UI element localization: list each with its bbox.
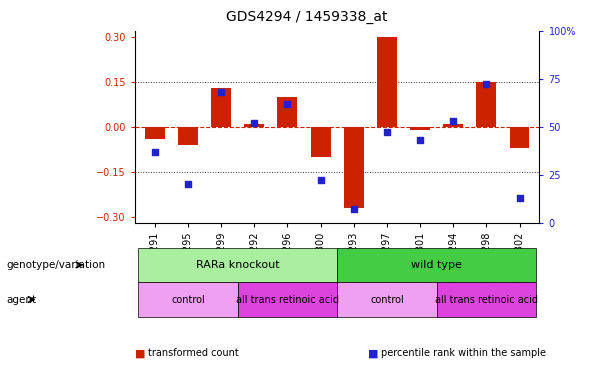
Text: percentile rank within the sample: percentile rank within the sample: [381, 348, 546, 358]
Bar: [377, 37, 397, 127]
Bar: [211, 88, 231, 127]
Text: ■: ■: [135, 348, 145, 358]
Point: [283, 101, 292, 107]
Point: [515, 195, 525, 201]
Point: [448, 118, 458, 124]
Point: [183, 181, 193, 187]
Text: control: control: [370, 295, 404, 305]
Bar: [509, 127, 530, 148]
Text: transformed count: transformed count: [148, 348, 239, 358]
Bar: [344, 127, 364, 208]
Bar: [145, 127, 165, 139]
Bar: [178, 127, 198, 145]
Text: control: control: [171, 295, 205, 305]
Bar: [443, 124, 463, 127]
Point: [415, 137, 425, 143]
Point: [382, 129, 392, 136]
Text: agent: agent: [6, 295, 36, 305]
Text: GDS4294 / 1459338_at: GDS4294 / 1459338_at: [226, 10, 387, 23]
Text: all trans retinoic acid: all trans retinoic acid: [435, 295, 538, 305]
Bar: [245, 124, 264, 127]
Point: [216, 89, 226, 95]
Text: genotype/variation: genotype/variation: [6, 260, 105, 270]
Point: [349, 206, 359, 212]
Point: [249, 120, 259, 126]
Bar: [476, 82, 497, 127]
Text: RARa knockout: RARa knockout: [196, 260, 280, 270]
Text: ■: ■: [368, 348, 378, 358]
Bar: [410, 127, 430, 130]
Bar: [278, 97, 297, 127]
Point: [150, 149, 159, 155]
Bar: [311, 127, 330, 157]
Point: [316, 177, 326, 184]
Point: [481, 81, 491, 88]
Text: all trans retinoic acid: all trans retinoic acid: [236, 295, 339, 305]
Text: wild type: wild type: [411, 260, 462, 270]
